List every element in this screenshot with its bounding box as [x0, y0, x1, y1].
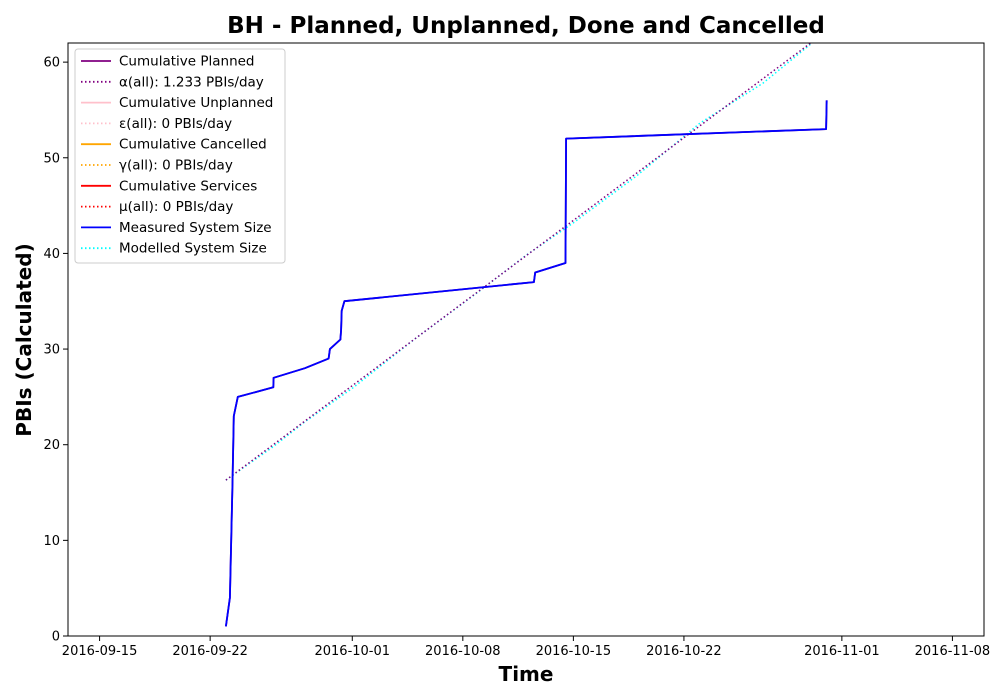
- x-tick-label: 2016-10-15: [536, 644, 612, 659]
- x-tick-label: 2016-10-08: [425, 644, 501, 659]
- y-tick-label: 40: [43, 247, 60, 262]
- x-axis-label: Time: [499, 662, 554, 686]
- x-tick-label: 2016-10-22: [646, 644, 722, 659]
- series-line-measured-system-size: [225, 100, 828, 627]
- x-tick-label: 2016-09-15: [62, 644, 138, 659]
- legend-label: ε(all): 0 PBIs/day: [119, 116, 232, 132]
- x-axis: 2016-09-15 2016-09-22 2016-10-01 2016-10-08…: [62, 636, 990, 659]
- series-layer: [225, 43, 828, 627]
- legend-label: Cumulative Cancelled: [119, 137, 267, 153]
- legend-label: Cumulative Unplanned: [119, 95, 273, 111]
- y-tick-label: 30: [43, 343, 60, 358]
- y-tick-label: 60: [43, 56, 60, 71]
- legend-label: γ(all): 0 PBIs/day: [119, 158, 233, 174]
- legend-label: Measured System Size: [119, 220, 272, 236]
- legend-label: Cumulative Planned: [119, 54, 255, 70]
- y-tick-label: 0: [52, 630, 60, 645]
- chart-title: BH - Planned, Unplanned, Done and Cancel…: [227, 13, 825, 39]
- legend-label: Cumulative Services: [119, 178, 257, 194]
- legend-label: α(all): 1.233 PBIs/day: [119, 74, 264, 90]
- y-axis-label: PBIs (Calculated): [12, 243, 36, 436]
- legend-label: μ(all): 0 PBIs/day: [119, 199, 233, 215]
- y-tick-label: 20: [43, 438, 60, 453]
- series-line-all-1-233-pbis-day: [225, 43, 812, 481]
- legend-label: Modelled System Size: [119, 241, 267, 257]
- legend-box: [74, 48, 286, 264]
- y-tick-label: 10: [43, 534, 60, 549]
- y-tick-label: 50: [43, 151, 60, 166]
- x-tick-label: 2016-11-01: [804, 644, 880, 659]
- legend: Cumulative Planned α(all): 1.233 PBIs/day…: [74, 48, 286, 264]
- y-axis: 0 10 20 30 40 50 60: [43, 56, 68, 645]
- plot-frame: [67, 42, 985, 637]
- x-tick-label: 2016-09-22: [172, 644, 248, 659]
- x-tick-label: 2016-10-01: [314, 644, 390, 659]
- x-tick-label: 2016-11-08: [915, 644, 991, 659]
